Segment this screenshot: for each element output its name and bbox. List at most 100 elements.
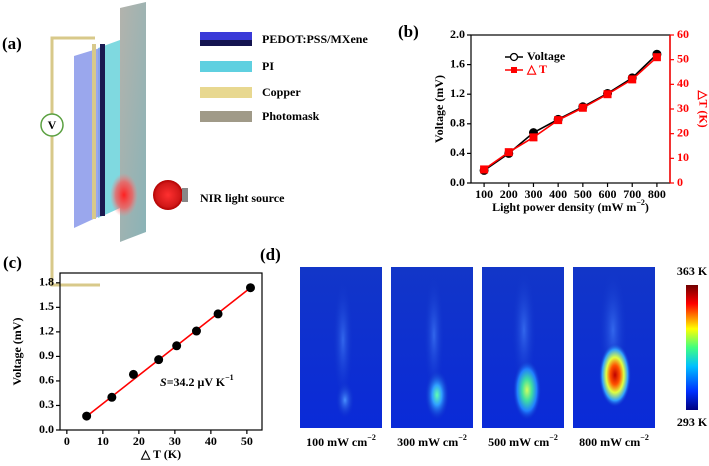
marker: [154, 355, 164, 365]
plot-frame: [470, 34, 671, 184]
x-tick-label: 10: [97, 434, 109, 448]
marker: [554, 116, 563, 125]
legend-swatch: [200, 111, 252, 122]
device-layer: [74, 48, 100, 228]
marker: [82, 411, 92, 421]
wire: [50, 36, 100, 287]
light-spot: [110, 173, 138, 217]
x-tick-label: 600: [599, 187, 617, 201]
x-tick-label: 300: [524, 187, 542, 201]
y2-tick-label: 40: [677, 76, 689, 90]
y2-tick-label: 50: [677, 51, 689, 65]
thermal-label-part: −2: [640, 433, 649, 442]
marker: [529, 133, 538, 142]
panel-label: (b): [398, 22, 419, 41]
x-tick-label: 40: [205, 434, 217, 448]
x-tick-label: 800: [648, 187, 666, 201]
heat-spot: [599, 343, 631, 407]
x-axis-label-part: Light power density (mW m: [492, 200, 636, 214]
marker: [128, 369, 138, 379]
mxene-layer: [100, 44, 105, 216]
annotation: S=34.2 μV K−1: [160, 373, 234, 388]
annotation-part: S: [160, 375, 167, 389]
x-tick-label: 100: [475, 187, 493, 201]
thermal-label-part: −2: [458, 433, 467, 442]
heat-streak: [333, 280, 353, 400]
x-axis-label: △ T (K): [140, 447, 181, 461]
marker: [628, 75, 637, 84]
thermal-label-part: −2: [367, 433, 376, 442]
y-axis-label: Voltage (mV): [10, 318, 24, 386]
y2-tick-label: 20: [677, 125, 689, 139]
annotation-part: −1: [225, 373, 234, 382]
marker: [213, 309, 223, 319]
source-label: NIR light source: [200, 191, 285, 205]
y-tick-label: 1.8: [39, 275, 54, 289]
y-tick-label: 1.5: [39, 299, 54, 313]
thermal-label-part: 100 mW cm: [306, 435, 367, 449]
copper-layer: [92, 44, 96, 219]
series-line: [483, 56, 658, 171]
heat-streak: [512, 270, 536, 390]
colorbar-max: 363 K: [677, 264, 708, 278]
marker: [603, 90, 612, 99]
thermal-label: 100 mW cm−2: [306, 433, 376, 448]
legend-swatch: [200, 61, 252, 72]
layer-label: PI: [262, 59, 274, 73]
thermal-label-part: 500 mW cm: [488, 435, 549, 449]
marker: [172, 341, 182, 351]
colorbar-min: 293 K: [677, 415, 708, 429]
heat-spot: [336, 382, 354, 418]
marker: [504, 148, 513, 157]
marker: [652, 53, 661, 62]
y-tick-label: 0.4: [450, 145, 465, 159]
annotation-part: =34.2 μV K: [167, 375, 226, 389]
heat-spot: [425, 370, 449, 420]
y2-tick-label: 10: [677, 150, 689, 164]
thermal-label-part: −2: [549, 433, 558, 442]
y-tick-label: 0.8: [450, 116, 465, 130]
x-tick-label: 700: [623, 187, 641, 201]
x-tick-label: 30: [169, 434, 181, 448]
thermal-label-part: 800 mW cm: [579, 435, 640, 449]
schematic: V PEDOT:PSS/MXene PI Copper Photomask NI…: [40, 2, 368, 287]
nir-source: [153, 180, 183, 210]
panel-label: (d): [260, 245, 281, 264]
thermal-label: 500 mW cm−2: [488, 433, 558, 448]
legend-swatch: [200, 40, 252, 46]
legend-label: Voltage: [527, 49, 566, 63]
y2-tick-label: 0: [677, 175, 683, 189]
marker: [578, 103, 587, 112]
y-tick-label: 0.9: [39, 348, 54, 362]
thermal-label-part: 300 mW cm: [397, 435, 458, 449]
y-tick-label: 1.6: [450, 56, 465, 70]
x-tick-label: 400: [549, 187, 567, 201]
x-tick-label: 50: [241, 434, 253, 448]
y2-tick-label: 60: [677, 27, 689, 41]
heat-spot: [513, 360, 541, 420]
y-tick-label: 2.0: [450, 27, 465, 41]
panel-label: (a): [2, 34, 22, 53]
colorbar: [686, 285, 698, 410]
x-tick-label: 20: [133, 434, 145, 448]
y-tick-label: 0.3: [39, 397, 54, 411]
layer-label: Copper: [262, 85, 301, 99]
legend-swatch: [200, 87, 252, 98]
x-tick-label: 200: [500, 187, 518, 201]
x-axis-label-part: ): [645, 200, 649, 214]
layer-label: Photomask: [262, 109, 320, 123]
layer-label: PEDOT:PSS/MXene: [262, 32, 368, 46]
x-axis-label-part: −2: [636, 198, 645, 207]
marker: [480, 165, 489, 174]
marker: [245, 283, 255, 293]
thermal-label: 300 mW cm−2: [397, 433, 467, 448]
marker: [107, 392, 117, 402]
legend-label: △ T: [526, 62, 547, 76]
y2-tick-label: 30: [677, 101, 689, 115]
y-tick-label: 0.6: [39, 373, 54, 387]
legend-marker: [509, 52, 519, 62]
y-tick-label: 0.0: [450, 175, 465, 189]
y-tick-label: 0.0: [39, 422, 54, 436]
y-tick-label: 1.2: [39, 324, 54, 338]
